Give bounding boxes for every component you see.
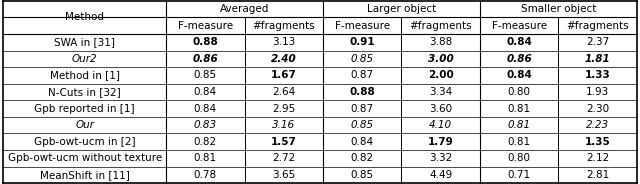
Text: SWA in [31]: SWA in [31] [54,37,115,47]
Text: 0.81: 0.81 [194,153,217,163]
Text: #fragments: #fragments [566,21,629,31]
Text: 0.84: 0.84 [194,87,217,97]
Text: 1.57: 1.57 [271,137,297,147]
Text: Averaged: Averaged [220,4,269,14]
Text: 0.88: 0.88 [349,87,375,97]
Text: 0.84: 0.84 [194,104,217,114]
Text: 3.16: 3.16 [272,120,295,130]
Text: 0.85: 0.85 [194,70,217,80]
Text: 0.84: 0.84 [506,70,532,80]
Text: 2.23: 2.23 [586,120,609,130]
Text: 0.84: 0.84 [506,37,532,47]
Text: 0.91: 0.91 [349,37,375,47]
Text: Our2: Our2 [72,54,97,64]
Text: 0.81: 0.81 [508,120,531,130]
Text: Larger object: Larger object [367,4,436,14]
Text: 3.88: 3.88 [429,37,452,47]
Text: 2.64: 2.64 [272,87,296,97]
Text: #fragments: #fragments [410,21,472,31]
Text: 2.40: 2.40 [271,54,297,64]
Text: F-measure: F-measure [178,21,233,31]
Text: 2.00: 2.00 [428,70,454,80]
Text: Smaller object: Smaller object [521,4,596,14]
Text: 3.60: 3.60 [429,104,452,114]
Text: 2.37: 2.37 [586,37,609,47]
Text: #fragments: #fragments [252,21,315,31]
Text: 0.86: 0.86 [506,54,532,64]
Text: 0.80: 0.80 [508,153,531,163]
Text: 1.35: 1.35 [585,137,611,147]
Text: 0.87: 0.87 [351,104,374,114]
Text: F-measure: F-measure [335,21,390,31]
Text: 2.30: 2.30 [586,104,609,114]
Text: 0.80: 0.80 [508,87,531,97]
Text: MeanShift in [11]: MeanShift in [11] [40,170,129,180]
Text: 4.10: 4.10 [429,120,452,130]
Text: 0.85: 0.85 [351,54,374,64]
Text: 1.79: 1.79 [428,137,454,147]
Text: 0.85: 0.85 [351,170,374,180]
Text: 3.00: 3.00 [428,54,454,64]
Text: Our: Our [75,120,94,130]
Text: 1.93: 1.93 [586,87,609,97]
Text: 0.88: 0.88 [193,37,218,47]
Text: 0.83: 0.83 [194,120,217,130]
Text: Gpb reported in [1]: Gpb reported in [1] [35,104,135,114]
Text: Method: Method [65,13,104,22]
Text: 0.71: 0.71 [508,170,531,180]
Text: 0.86: 0.86 [193,54,218,64]
Text: 3.65: 3.65 [272,170,296,180]
Text: 3.34: 3.34 [429,87,452,97]
Text: 3.32: 3.32 [429,153,452,163]
Text: F-measure: F-measure [492,21,547,31]
Text: 4.49: 4.49 [429,170,452,180]
Text: 2.95: 2.95 [272,104,296,114]
Text: Method in [1]: Method in [1] [50,70,120,80]
Text: 0.78: 0.78 [194,170,217,180]
Text: 0.82: 0.82 [351,153,374,163]
Text: 1.33: 1.33 [585,70,611,80]
Text: N-Cuts in [32]: N-Cuts in [32] [48,87,121,97]
Text: 0.81: 0.81 [508,137,531,147]
Text: 2.81: 2.81 [586,170,609,180]
Text: 2.12: 2.12 [586,153,609,163]
Text: Gpb-owt-ucm without texture: Gpb-owt-ucm without texture [8,153,162,163]
Text: 0.82: 0.82 [194,137,217,147]
Text: 1.67: 1.67 [271,70,297,80]
Text: 0.87: 0.87 [351,70,374,80]
Text: 3.13: 3.13 [272,37,296,47]
Text: Gpb-owt-ucm in [2]: Gpb-owt-ucm in [2] [34,137,136,147]
Text: 0.85: 0.85 [351,120,374,130]
Text: 0.84: 0.84 [351,137,374,147]
Text: 0.81: 0.81 [508,104,531,114]
Text: 1.81: 1.81 [585,54,611,64]
Text: 2.72: 2.72 [272,153,296,163]
